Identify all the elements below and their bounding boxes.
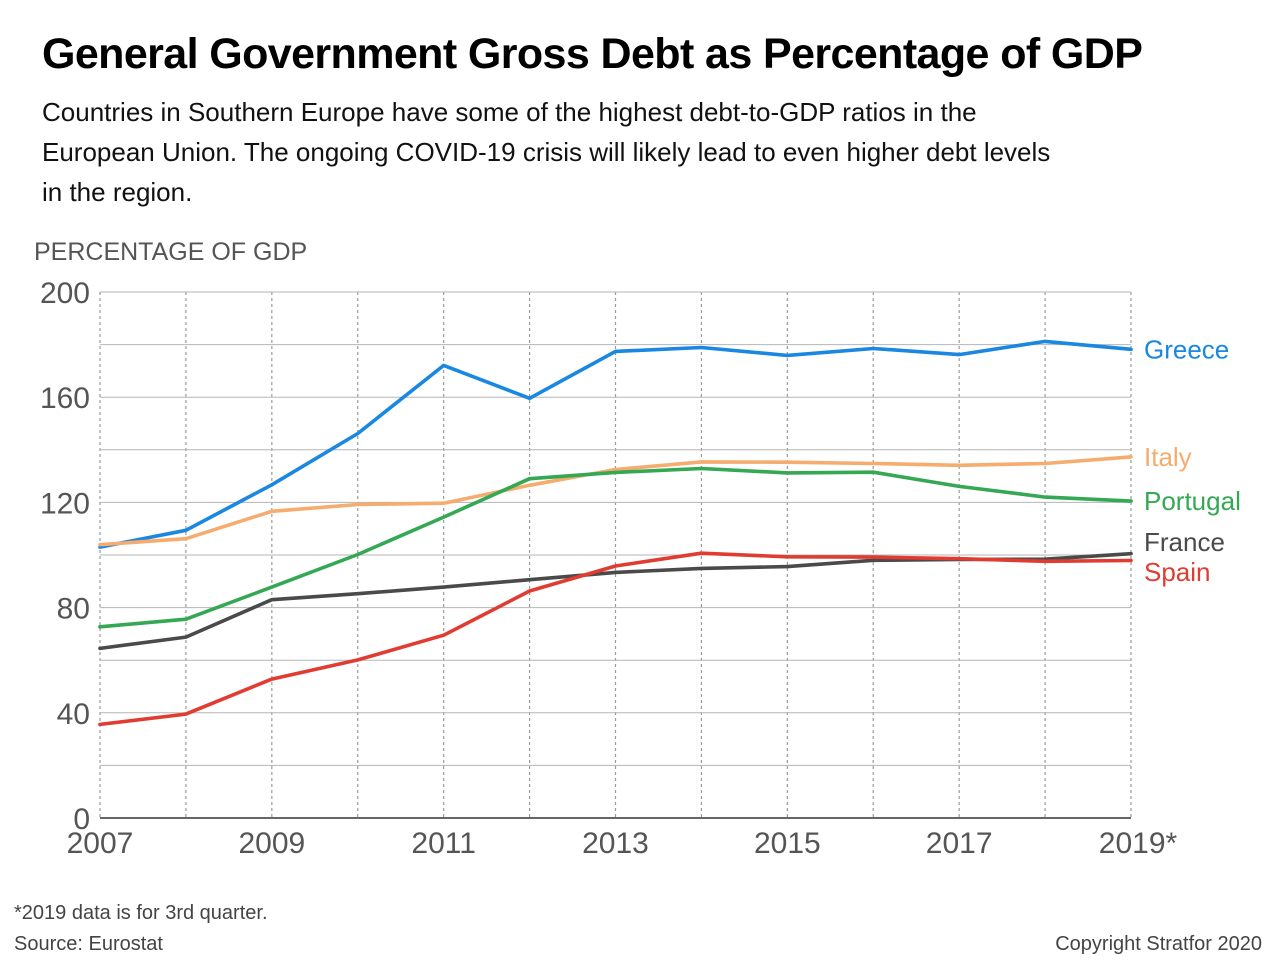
series-line-portugal xyxy=(98,466,1133,629)
series-label-france: France xyxy=(1144,527,1225,557)
series-label-italy: Italy xyxy=(1144,442,1192,472)
y-tick-label-120: 120 xyxy=(40,487,90,520)
y-axis-label: PERCENTAGE OF GDP xyxy=(34,238,308,266)
series-label-portugal: Portugal xyxy=(1144,486,1241,516)
y-tick-labels: 0 40 80 120 160 200 xyxy=(40,277,90,836)
series-line-italy xyxy=(98,455,1133,547)
footnote: *2019 data is for 3rd quarter. xyxy=(14,902,268,924)
x-tick-label-2013: 2013 xyxy=(582,827,649,860)
source-note: Source: Eurostat xyxy=(14,933,163,955)
chart-title: General Government Gross Debt as Percent… xyxy=(42,30,1143,78)
x-tick-label-2015: 2015 xyxy=(754,827,821,860)
y-tick-label-80: 80 xyxy=(57,593,90,626)
x-tick-label-2009: 2009 xyxy=(238,827,305,860)
y-tick-label-0: 0 xyxy=(73,803,90,836)
x-tick-label-2007: 2007 xyxy=(67,827,134,860)
chart-subtitle: Countries in Southern Europe have some o… xyxy=(42,97,1051,207)
vertical-gridlines xyxy=(99,292,1132,818)
x-tick-label-2011: 2011 xyxy=(411,827,476,860)
y-tick-label-160: 160 xyxy=(40,382,90,415)
series-line-spain xyxy=(98,551,1133,727)
series-label-spain: Spain xyxy=(1144,557,1211,587)
x-tick-labels: 2007 2009 2011 2013 2015 2017 2019* xyxy=(67,827,1178,860)
horizontal-gridlines xyxy=(100,291,1131,819)
y-tick-label-40: 40 xyxy=(57,698,90,731)
y-tick-label-200: 200 xyxy=(40,277,90,310)
series-label-greece: Greece xyxy=(1144,334,1229,364)
copyright-note: Copyright Stratfor 2020 xyxy=(1055,933,1262,955)
x-tick-label-2019: 2019* xyxy=(1099,827,1178,860)
x-tick-label-2017: 2017 xyxy=(926,827,993,860)
series-lines xyxy=(98,339,1133,727)
series-line-greece xyxy=(98,339,1133,549)
